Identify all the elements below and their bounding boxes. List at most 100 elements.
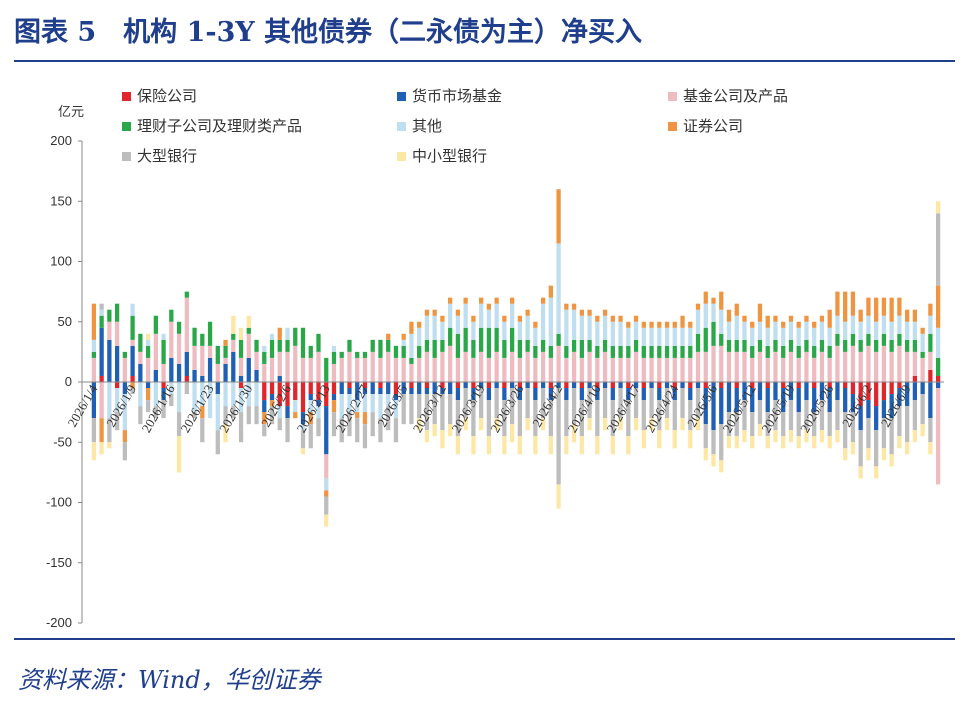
bar-segment xyxy=(161,382,166,389)
bar-segment xyxy=(540,351,546,383)
bar-segment xyxy=(238,388,244,413)
bar-segment xyxy=(664,357,670,382)
bar-segment xyxy=(889,418,894,455)
bar-segment xyxy=(254,382,259,407)
bar-segment xyxy=(765,315,770,328)
bar-segment xyxy=(866,345,871,382)
bar-segment xyxy=(711,382,716,431)
bar-segment xyxy=(502,400,507,437)
bar-segment xyxy=(432,394,437,425)
bar-segment xyxy=(277,418,282,431)
bar-segment xyxy=(905,351,910,383)
bar-segment xyxy=(200,418,205,443)
bar-segment xyxy=(238,412,244,443)
bar-segment xyxy=(238,339,244,358)
bar-segment xyxy=(277,351,282,376)
bar-segment xyxy=(889,297,894,322)
bar-segment xyxy=(417,345,422,358)
bar-segment xyxy=(866,297,871,316)
legend-label-3: 理财子公司及理财类产品 xyxy=(137,117,302,135)
bar-segment xyxy=(765,436,770,449)
bar-segment xyxy=(238,327,244,340)
bar-segment xyxy=(161,333,166,340)
bar-segment xyxy=(510,382,515,389)
bar-segment xyxy=(781,357,786,382)
bar-segment xyxy=(246,357,251,382)
bar-segment xyxy=(641,357,646,382)
bar-segment xyxy=(455,315,461,334)
bar-segment xyxy=(455,400,461,437)
bar-segment xyxy=(517,388,522,401)
bar-segment xyxy=(254,369,259,382)
bar-segment xyxy=(285,327,290,340)
bar-segment xyxy=(153,333,158,370)
bar-segment xyxy=(471,357,476,382)
y-tick-label: 100 xyxy=(50,254,72,269)
bar-segment xyxy=(463,297,468,304)
bar-segment xyxy=(897,333,902,346)
bar-segment xyxy=(223,345,228,358)
bar-segment xyxy=(138,351,143,364)
bar-segment xyxy=(719,333,724,346)
bar-segment xyxy=(912,321,918,340)
bar-segment xyxy=(920,357,925,382)
x-tick-label: 2026/1/16 xyxy=(139,382,179,436)
bar-segment xyxy=(618,345,623,358)
bar-segment xyxy=(525,339,530,352)
bar-segment xyxy=(633,388,639,419)
bar-segment xyxy=(114,345,120,382)
bar-segment xyxy=(540,339,546,352)
bar-segment xyxy=(432,357,437,382)
bar-segment xyxy=(912,309,918,322)
bar-segment xyxy=(386,339,391,352)
bar-segment xyxy=(920,424,925,437)
bar-segment xyxy=(246,315,251,328)
bar-segment xyxy=(200,375,205,382)
bar-segment xyxy=(579,382,584,389)
bar-segment xyxy=(293,382,298,401)
bar-segment xyxy=(316,418,321,437)
bar-segment xyxy=(324,496,329,515)
bar-segment xyxy=(812,382,817,389)
bar-segment xyxy=(773,382,778,401)
bar-segment xyxy=(262,363,267,382)
bar-segment xyxy=(610,357,615,382)
bar-segment xyxy=(633,321,639,340)
bar-segment xyxy=(269,400,275,407)
bar-segment xyxy=(742,315,747,322)
bar-segment xyxy=(734,436,739,449)
bar-segment xyxy=(874,339,879,352)
bar-segment xyxy=(781,327,786,346)
bar-segment xyxy=(502,357,507,382)
bar-segment xyxy=(176,436,182,473)
bar-segment xyxy=(347,388,352,395)
bar-segment xyxy=(285,418,290,443)
bar-segment xyxy=(633,339,639,352)
bar-segment xyxy=(246,382,251,407)
bar-segment xyxy=(161,388,166,401)
bar-segment xyxy=(881,345,887,382)
bar-segment xyxy=(703,388,708,425)
bar-segment xyxy=(602,315,608,340)
bar-segment xyxy=(169,357,174,382)
bar-segment xyxy=(440,321,445,340)
bar-segment xyxy=(874,297,879,322)
bar-segment xyxy=(91,442,96,461)
bar-segment xyxy=(719,424,724,461)
bar-segment xyxy=(448,424,453,437)
bar-segment xyxy=(517,321,522,340)
bar-segment xyxy=(649,321,654,328)
bar-segment xyxy=(719,291,724,310)
bar-segment xyxy=(378,339,383,358)
bar-segment xyxy=(401,382,406,395)
bar-segment xyxy=(355,418,360,443)
bar-segment xyxy=(827,357,832,382)
bar-segment xyxy=(502,339,507,358)
bar-segment xyxy=(827,327,832,346)
bar-segment xyxy=(393,418,399,443)
bar-segment xyxy=(711,430,716,455)
bar-segment xyxy=(409,388,414,395)
bar-segment xyxy=(417,327,422,346)
bar-segment xyxy=(881,315,887,334)
bar-segment xyxy=(765,345,770,358)
